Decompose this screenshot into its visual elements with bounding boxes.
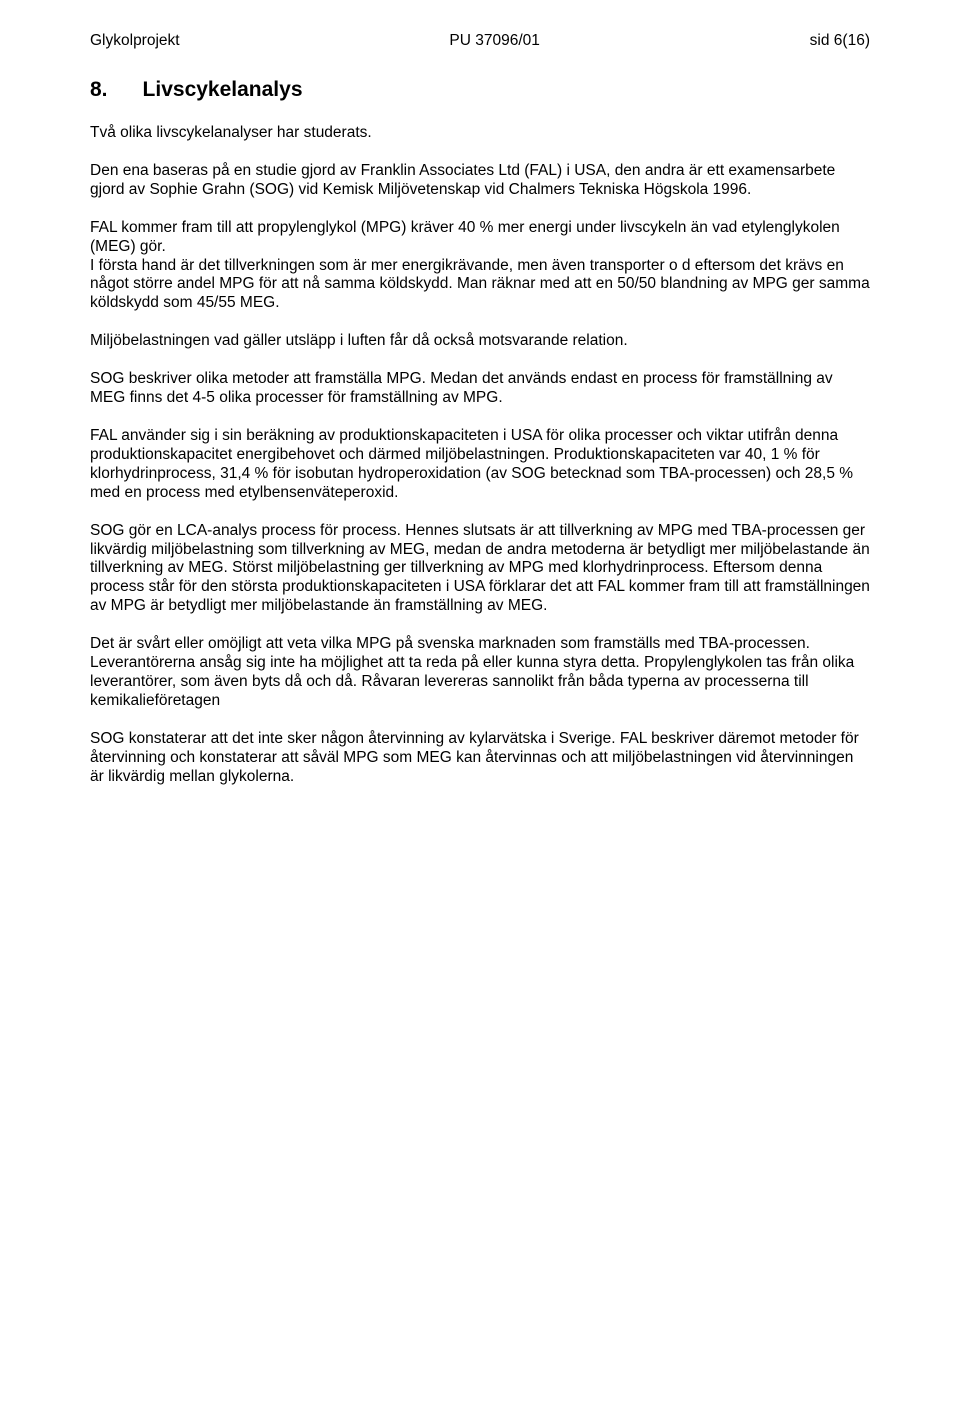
paragraph: Den ena baseras på en studie gjord av Fr…	[90, 162, 870, 200]
section-number: 8.	[90, 78, 108, 101]
header-page-label: sid	[810, 32, 830, 49]
paragraph: SOG gör en LCA-analys process för proces…	[90, 522, 870, 617]
paragraph: SOG konstaterar att det inte sker någon …	[90, 730, 870, 787]
paragraph: Två olika livscykelanalyser har studerat…	[90, 124, 870, 143]
section-title: Livscykelanalys	[143, 78, 303, 101]
body-text: Två olika livscykelanalyser har studerat…	[90, 124, 870, 786]
page-header: Glykolprojekt PU 37096/01 sid 6(16)	[90, 32, 870, 50]
header-project-name: Glykolprojekt	[90, 32, 180, 50]
section-heading: 8. Livscykelanalys	[90, 78, 870, 102]
header-page-block: sid 6(16)	[810, 32, 870, 50]
paragraph: Miljöbelastningen vad gäller utsläpp i l…	[90, 332, 870, 351]
paragraph: FAL använder sig i sin beräkning av prod…	[90, 427, 870, 503]
paragraph: Det är svårt eller omöjligt att veta vil…	[90, 635, 870, 711]
paragraph: SOG beskriver olika metoder att framstäl…	[90, 370, 870, 408]
paragraph: FAL kommer fram till att propylenglykol …	[90, 219, 870, 314]
header-doc-id: PU 37096/01	[449, 32, 540, 50]
header-page-number: 6(16)	[834, 32, 870, 49]
